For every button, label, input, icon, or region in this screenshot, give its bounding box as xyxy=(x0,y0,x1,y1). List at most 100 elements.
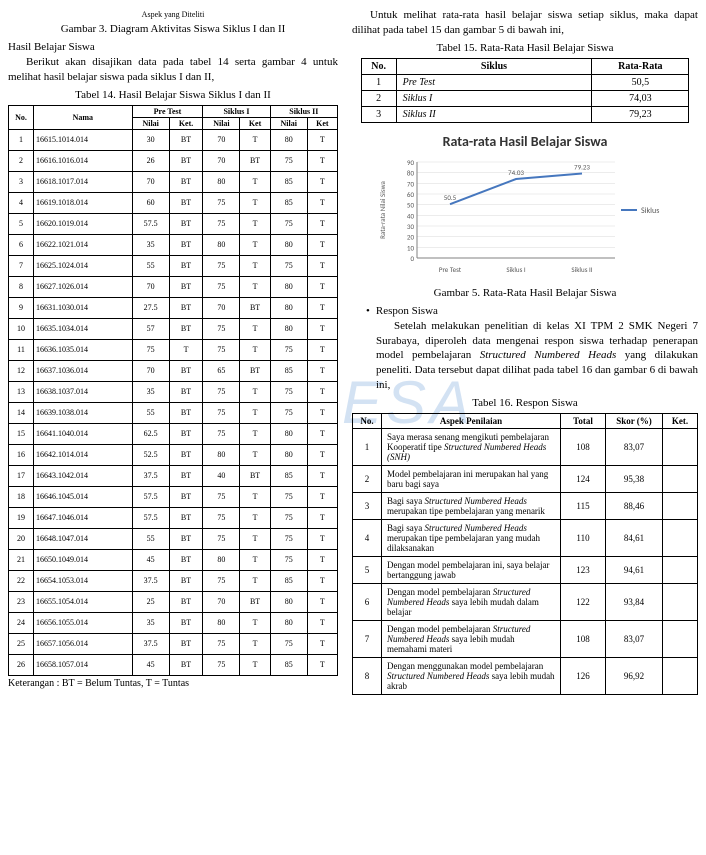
respon-paragraph: Setelah melakukan penelitian di kelas XI… xyxy=(376,319,698,393)
table-cell: BT xyxy=(169,129,203,150)
table-cell: T xyxy=(240,192,270,213)
table-cell: 70 xyxy=(203,297,240,318)
table-cell: 7 xyxy=(353,620,382,657)
chart-svg: 0102030405060708090Pre TestSiklus ISiklu… xyxy=(375,156,675,276)
table-row: 116615.1014.01430BT70T80T xyxy=(9,129,338,150)
table-cell: 80 xyxy=(270,276,307,297)
table-cell: 75 xyxy=(270,381,307,402)
table-cell: 16647.1046.014 xyxy=(34,507,133,528)
table-row: 2516657.1056.01437.5BT75T75T xyxy=(9,633,338,654)
table-cell: Model pembelajaran ini merupakan hal yan… xyxy=(382,465,561,492)
tbl14-sh-5: Ket xyxy=(307,117,337,129)
tbl14-h-nama: Nama xyxy=(34,105,133,129)
table-cell: 75 xyxy=(270,255,307,276)
table-row: 1316638.1037.01435BT75T75T xyxy=(9,381,338,402)
table-cell: 123 xyxy=(561,556,606,583)
table-cell: 62.5 xyxy=(132,423,169,444)
table-cell: 80 xyxy=(270,423,307,444)
table-cell xyxy=(663,620,698,657)
table-cell: 37.5 xyxy=(132,465,169,486)
table-cell: 74,03 xyxy=(592,90,689,106)
table-cell: 75 xyxy=(203,402,240,423)
table-cell: 126 xyxy=(561,657,606,694)
table-cell: Dengan model pembelajaran Structured Num… xyxy=(382,583,561,620)
table-row: 3Bagi saya Structured Numbered Heads mer… xyxy=(353,492,698,519)
table-cell: 16657.1056.014 xyxy=(34,633,133,654)
svg-text:74.03: 74.03 xyxy=(508,168,524,177)
tbl16-h-4: Ket. xyxy=(663,413,698,428)
table-row: 1616642.1014.01452.5BT80T80T xyxy=(9,444,338,465)
table-cell: 21 xyxy=(9,549,34,570)
chart-rata-rata: Rata-rata Hasil Belajar Siswa 0102030405… xyxy=(375,133,675,283)
table-row: 4Bagi saya Structured Numbered Heads mer… xyxy=(353,519,698,556)
table-cell: BT xyxy=(169,297,203,318)
table-cell: 75 xyxy=(203,192,240,213)
table-cell: 27.5 xyxy=(132,297,169,318)
table-cell: T xyxy=(240,654,270,675)
tbl14-sh-1: Ket. xyxy=(169,117,203,129)
table-cell: 16656.1055.014 xyxy=(34,612,133,633)
table-cell: 75 xyxy=(203,213,240,234)
tabel16-caption: Tabel 16. Respon Siswa xyxy=(352,397,698,409)
table-cell: 80 xyxy=(270,444,307,465)
table-cell: 6 xyxy=(353,583,382,620)
table-cell: T xyxy=(307,360,337,381)
table-row: 616622.1021.01435BT80T80T xyxy=(9,234,338,255)
table-cell: 52.5 xyxy=(132,444,169,465)
table-cell: T xyxy=(307,381,337,402)
table-cell: 4 xyxy=(353,519,382,556)
table-cell: 85 xyxy=(270,171,307,192)
table-cell: 75 xyxy=(203,528,240,549)
table-cell: 7 xyxy=(9,255,34,276)
table-cell: 75 xyxy=(270,402,307,423)
table-cell: 75 xyxy=(203,339,240,360)
table-cell: 75 xyxy=(203,633,240,654)
tbl14-h-pre: Pre Test xyxy=(132,105,203,117)
table-cell: T xyxy=(240,318,270,339)
table-cell: 84,61 xyxy=(606,519,663,556)
table-cell: 9 xyxy=(9,297,34,318)
table-row: 8Dengan menggunakan model pembelajaran S… xyxy=(353,657,698,694)
table-cell xyxy=(663,492,698,519)
table-row: 2Model pembelajaran ini merupakan hal ya… xyxy=(353,465,698,492)
table-cell xyxy=(663,519,698,556)
table-cell: BT xyxy=(169,570,203,591)
svg-text:20: 20 xyxy=(407,232,415,241)
svg-text:79.23: 79.23 xyxy=(574,162,590,171)
table-cell: 85 xyxy=(270,192,307,213)
table-cell: 124 xyxy=(561,465,606,492)
svg-text:60: 60 xyxy=(407,190,415,199)
table-cell: 25 xyxy=(132,591,169,612)
tabel15-caption: Tabel 15. Rata-Rata Hasil Belajar Siswa xyxy=(352,42,698,54)
table-cell: 55 xyxy=(132,402,169,423)
table-cell: 16648.1047.014 xyxy=(34,528,133,549)
table-cell: 75 xyxy=(270,339,307,360)
table-cell: 2 xyxy=(353,465,382,492)
table-cell: 2 xyxy=(361,90,396,106)
table-row: 416619.1018.01460BT75T85T xyxy=(9,192,338,213)
table-cell: T xyxy=(307,633,337,654)
table-cell: 35 xyxy=(132,234,169,255)
table-row: 716625.1024.01455BT75T75T xyxy=(9,255,338,276)
right-para1: Untuk melihat rata-rata hasil belajar si… xyxy=(352,8,698,38)
table-cell: 75 xyxy=(203,423,240,444)
table-cell: 25 xyxy=(9,633,34,654)
table-cell: BT xyxy=(169,654,203,675)
table-cell: 3 xyxy=(361,106,396,122)
svg-text:30: 30 xyxy=(407,222,415,231)
table-cell: T xyxy=(240,381,270,402)
table-cell: T xyxy=(240,507,270,528)
table-cell: T xyxy=(307,654,337,675)
table-cell: 19 xyxy=(9,507,34,528)
svg-text:90: 90 xyxy=(407,158,415,167)
table-cell: 16 xyxy=(9,444,34,465)
table-cell: T xyxy=(307,297,337,318)
table-cell: 75 xyxy=(270,150,307,171)
table-cell: BT xyxy=(169,465,203,486)
chart-title: Rata-rata Hasil Belajar Siswa xyxy=(375,133,675,150)
table-cell: 79,23 xyxy=(592,106,689,122)
table-cell: 16627.1026.014 xyxy=(34,276,133,297)
table-cell: T xyxy=(240,423,270,444)
table-cell: BT xyxy=(240,297,270,318)
table-cell: BT xyxy=(169,444,203,465)
